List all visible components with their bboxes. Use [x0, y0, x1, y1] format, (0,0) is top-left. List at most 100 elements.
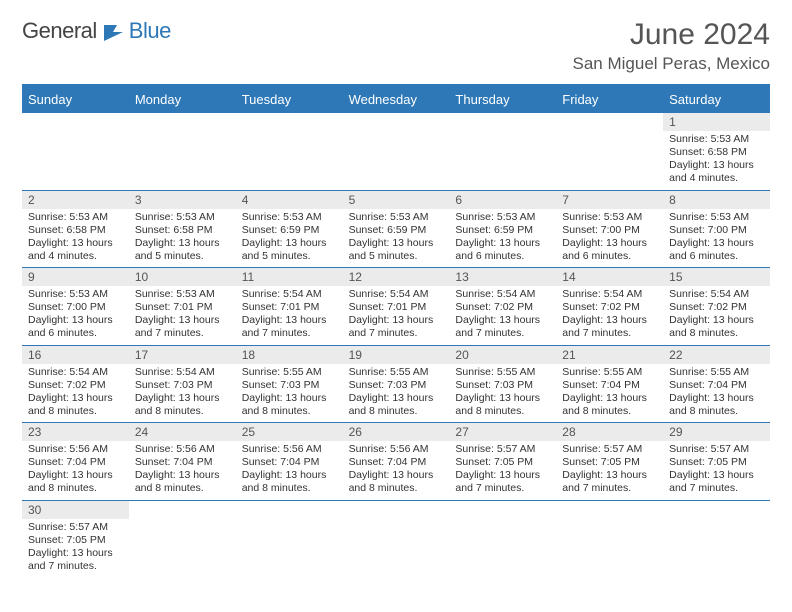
dayname-monday: Monday	[129, 87, 236, 113]
page-header: General Blue June 2024 San Miguel Peras,…	[22, 18, 770, 74]
calendar-cell: 3Sunrise: 5:53 AMSunset: 6:58 PMDaylight…	[129, 191, 236, 268]
day-daylight1: Daylight: 13 hours	[455, 237, 550, 250]
day-number: 18	[236, 346, 343, 364]
calendar-week: 1Sunrise: 5:53 AMSunset: 6:58 PMDaylight…	[22, 113, 770, 191]
day-number: 14	[556, 268, 663, 286]
day-info: Sunrise: 5:54 AMSunset: 7:01 PMDaylight:…	[343, 286, 450, 345]
day-sunset: Sunset: 6:58 PM	[135, 224, 230, 237]
day-number: 3	[129, 191, 236, 209]
day-daylight1: Daylight: 13 hours	[135, 237, 230, 250]
day-number: 12	[343, 268, 450, 286]
day-number: 27	[449, 423, 556, 441]
day-number: 15	[663, 268, 770, 286]
day-daylight2: and 7 minutes.	[562, 482, 657, 495]
calendar-cell: 10Sunrise: 5:53 AMSunset: 7:01 PMDayligh…	[129, 268, 236, 345]
day-daylight1: Daylight: 13 hours	[135, 469, 230, 482]
day-daylight1: Daylight: 13 hours	[349, 469, 444, 482]
day-daylight1: Daylight: 13 hours	[669, 314, 764, 327]
day-number: 22	[663, 346, 770, 364]
calendar-cell: 4Sunrise: 5:53 AMSunset: 6:59 PMDaylight…	[236, 191, 343, 268]
calendar-cell: 11Sunrise: 5:54 AMSunset: 7:01 PMDayligh…	[236, 268, 343, 345]
day-daylight2: and 8 minutes.	[349, 482, 444, 495]
day-daylight1: Daylight: 13 hours	[242, 392, 337, 405]
dayname-saturday: Saturday	[663, 87, 770, 113]
calendar-cell: 8Sunrise: 5:53 AMSunset: 7:00 PMDaylight…	[663, 191, 770, 268]
logo-text-blue: Blue	[129, 18, 171, 44]
day-sunset: Sunset: 7:03 PM	[135, 379, 230, 392]
day-info: Sunrise: 5:54 AMSunset: 7:03 PMDaylight:…	[129, 364, 236, 423]
day-sunrise: Sunrise: 5:54 AM	[562, 288, 657, 301]
day-info: Sunrise: 5:53 AMSunset: 6:58 PMDaylight:…	[129, 209, 236, 268]
day-daylight1: Daylight: 13 hours	[28, 469, 123, 482]
day-daylight2: and 8 minutes.	[242, 482, 337, 495]
day-daylight1: Daylight: 13 hours	[28, 237, 123, 250]
day-info: Sunrise: 5:57 AMSunset: 7:05 PMDaylight:…	[449, 441, 556, 500]
day-number: 28	[556, 423, 663, 441]
dayname-tuesday: Tuesday	[236, 87, 343, 113]
day-daylight2: and 7 minutes.	[349, 327, 444, 340]
calendar-cell: 17Sunrise: 5:54 AMSunset: 7:03 PMDayligh…	[129, 346, 236, 423]
calendar-week: 30Sunrise: 5:57 AMSunset: 7:05 PMDayligh…	[22, 501, 770, 578]
day-daylight2: and 8 minutes.	[669, 405, 764, 418]
day-info: Sunrise: 5:56 AMSunset: 7:04 PMDaylight:…	[129, 441, 236, 500]
day-number: 6	[449, 191, 556, 209]
day-sunrise: Sunrise: 5:53 AM	[349, 211, 444, 224]
day-daylight1: Daylight: 13 hours	[562, 314, 657, 327]
calendar-cell: 24Sunrise: 5:56 AMSunset: 7:04 PMDayligh…	[129, 423, 236, 500]
calendar-cell	[236, 113, 343, 190]
day-daylight1: Daylight: 13 hours	[349, 392, 444, 405]
day-daylight1: Daylight: 13 hours	[242, 314, 337, 327]
day-daylight1: Daylight: 13 hours	[28, 547, 123, 560]
calendar-cell	[449, 113, 556, 190]
day-sunset: Sunset: 7:04 PM	[669, 379, 764, 392]
day-daylight2: and 8 minutes.	[562, 405, 657, 418]
day-daylight1: Daylight: 13 hours	[242, 469, 337, 482]
calendar-cell	[556, 501, 663, 578]
day-sunset: Sunset: 7:02 PM	[28, 379, 123, 392]
calendar-cell: 9Sunrise: 5:53 AMSunset: 7:00 PMDaylight…	[22, 268, 129, 345]
day-info: Sunrise: 5:54 AMSunset: 7:02 PMDaylight:…	[449, 286, 556, 345]
day-sunset: Sunset: 7:04 PM	[135, 456, 230, 469]
day-info: Sunrise: 5:54 AMSunset: 7:02 PMDaylight:…	[663, 286, 770, 345]
day-number: 2	[22, 191, 129, 209]
day-info: Sunrise: 5:54 AMSunset: 7:01 PMDaylight:…	[236, 286, 343, 345]
day-sunrise: Sunrise: 5:55 AM	[562, 366, 657, 379]
day-daylight2: and 8 minutes.	[135, 405, 230, 418]
day-sunset: Sunset: 6:58 PM	[28, 224, 123, 237]
day-info: Sunrise: 5:53 AMSunset: 6:59 PMDaylight:…	[343, 209, 450, 268]
day-info: Sunrise: 5:53 AMSunset: 7:01 PMDaylight:…	[129, 286, 236, 345]
location-label: San Miguel Peras, Mexico	[573, 54, 770, 74]
day-daylight1: Daylight: 13 hours	[349, 314, 444, 327]
day-sunset: Sunset: 7:05 PM	[28, 534, 123, 547]
calendar-cell: 13Sunrise: 5:54 AMSunset: 7:02 PMDayligh…	[449, 268, 556, 345]
day-sunrise: Sunrise: 5:57 AM	[562, 443, 657, 456]
day-daylight2: and 7 minutes.	[562, 327, 657, 340]
calendar-cell: 19Sunrise: 5:55 AMSunset: 7:03 PMDayligh…	[343, 346, 450, 423]
day-number: 9	[22, 268, 129, 286]
day-info: Sunrise: 5:55 AMSunset: 7:04 PMDaylight:…	[556, 364, 663, 423]
day-sunset: Sunset: 7:05 PM	[669, 456, 764, 469]
dayname-wednesday: Wednesday	[343, 87, 450, 113]
day-sunrise: Sunrise: 5:53 AM	[135, 288, 230, 301]
calendar-cell: 23Sunrise: 5:56 AMSunset: 7:04 PMDayligh…	[22, 423, 129, 500]
day-info: Sunrise: 5:55 AMSunset: 7:03 PMDaylight:…	[343, 364, 450, 423]
calendar-cell: 2Sunrise: 5:53 AMSunset: 6:58 PMDaylight…	[22, 191, 129, 268]
day-daylight1: Daylight: 13 hours	[242, 237, 337, 250]
calendar-cell	[236, 501, 343, 578]
day-info: Sunrise: 5:55 AMSunset: 7:03 PMDaylight:…	[236, 364, 343, 423]
day-info: Sunrise: 5:54 AMSunset: 7:02 PMDaylight:…	[556, 286, 663, 345]
day-daylight1: Daylight: 13 hours	[349, 237, 444, 250]
day-number: 21	[556, 346, 663, 364]
day-number: 7	[556, 191, 663, 209]
day-sunrise: Sunrise: 5:53 AM	[28, 288, 123, 301]
day-info: Sunrise: 5:55 AMSunset: 7:04 PMDaylight:…	[663, 364, 770, 423]
day-number: 20	[449, 346, 556, 364]
month-title: June 2024	[573, 18, 770, 52]
day-sunrise: Sunrise: 5:55 AM	[455, 366, 550, 379]
day-sunset: Sunset: 7:04 PM	[28, 456, 123, 469]
day-daylight1: Daylight: 13 hours	[562, 237, 657, 250]
calendar-cell: 6Sunrise: 5:53 AMSunset: 6:59 PMDaylight…	[449, 191, 556, 268]
calendar-cell: 30Sunrise: 5:57 AMSunset: 7:05 PMDayligh…	[22, 501, 129, 578]
day-sunrise: Sunrise: 5:56 AM	[28, 443, 123, 456]
calendar-cell: 15Sunrise: 5:54 AMSunset: 7:02 PMDayligh…	[663, 268, 770, 345]
